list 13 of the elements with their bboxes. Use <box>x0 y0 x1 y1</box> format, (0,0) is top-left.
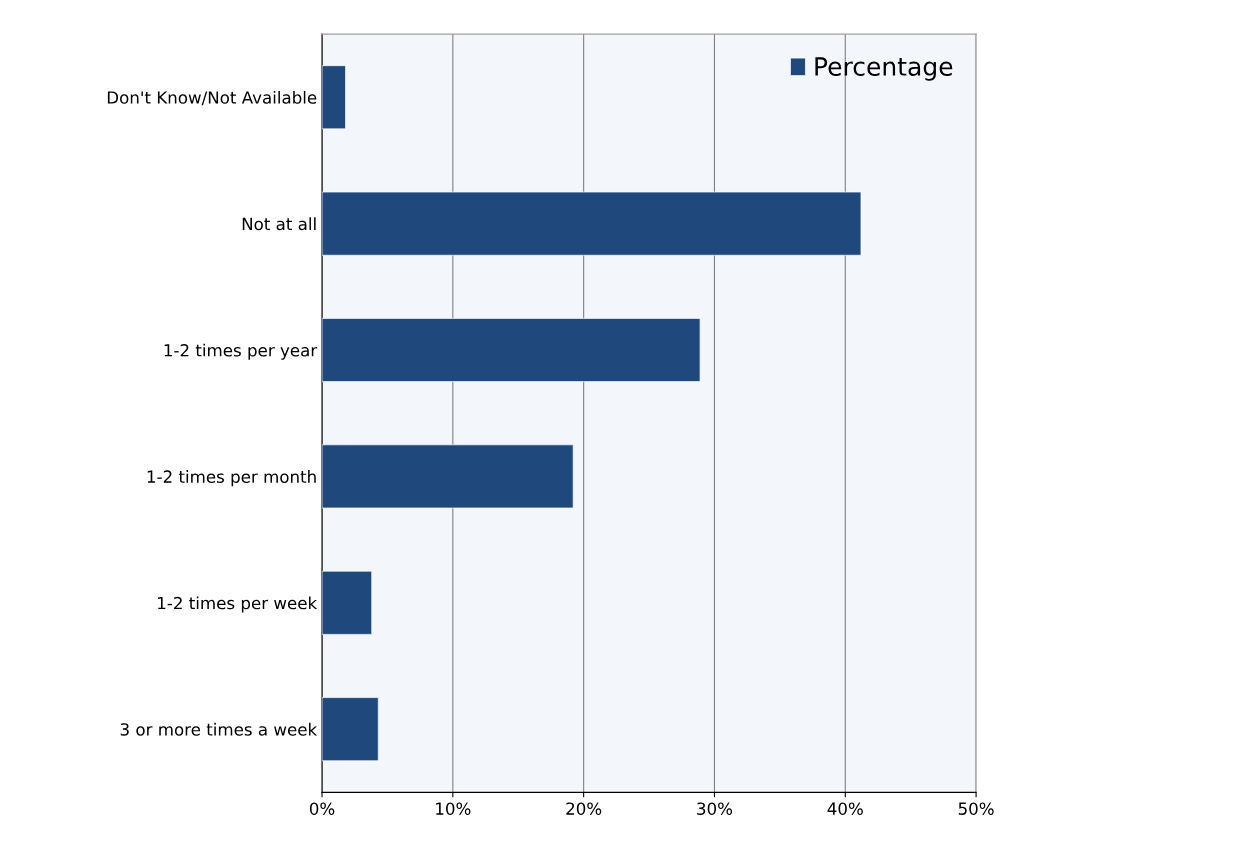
y-tick-label: 1-2 times per week <box>158 596 318 613</box>
x-tick-label: 20% <box>566 802 602 815</box>
y-tick-label: Don't Know/Not Available <box>107 90 317 106</box>
x-tick-label: 50% <box>958 802 994 815</box>
x-tick-label: 10% <box>436 802 471 815</box>
y-tick-label: 1-2 times per year <box>164 343 318 360</box>
x-tick-label: 0% <box>309 802 335 815</box>
y-tick-label: 3 or more times a week <box>120 722 318 736</box>
legend-label: Percentage <box>815 57 953 81</box>
x-tick-label: 30% <box>697 802 733 815</box>
x-tick-label: 40% <box>827 802 863 815</box>
y-tick-label: Not at all <box>242 217 316 231</box>
y-tick-label: 1-2 times per month <box>147 470 316 487</box>
